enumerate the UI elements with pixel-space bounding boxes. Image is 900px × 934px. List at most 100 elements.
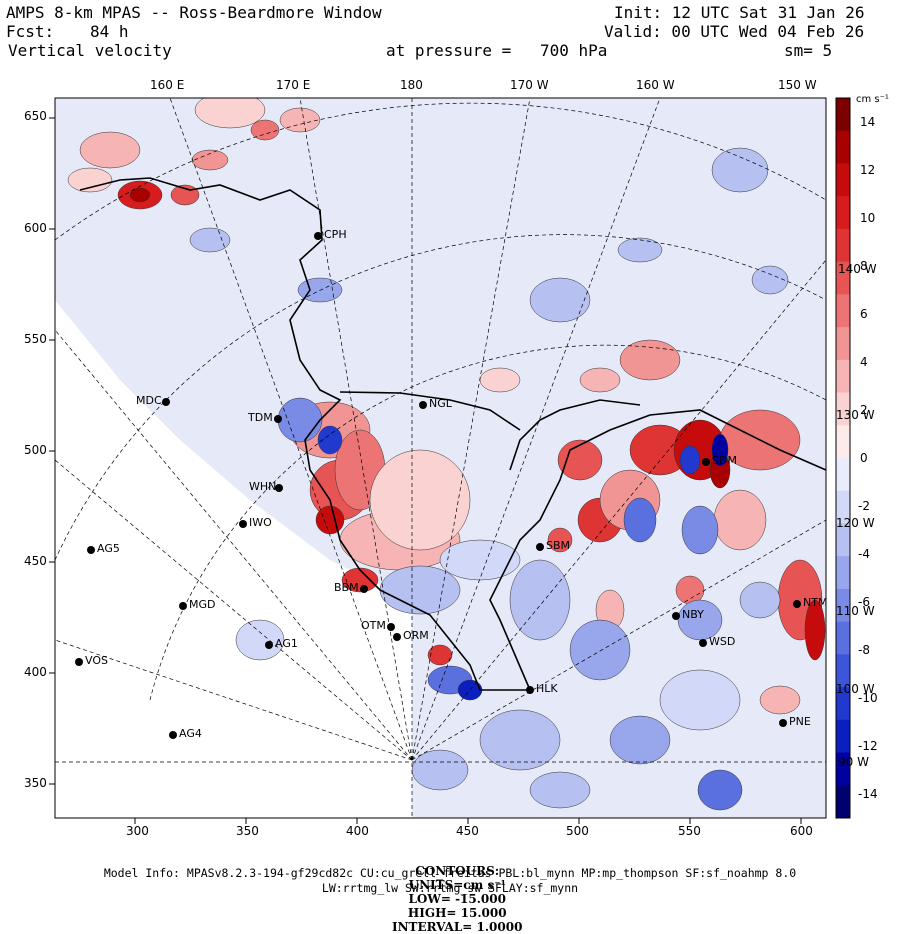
updraft-area [279, 107, 321, 133]
updraft-area [804, 599, 826, 661]
meridian-c [411, 98, 531, 761]
station-dot-mgd [179, 602, 187, 610]
updraft-area [250, 119, 280, 141]
latitude-circle-2 [55, 234, 826, 561]
colorbar-segment [836, 654, 850, 688]
colorbar-tick-label: 4 [860, 355, 868, 369]
station-label-cph: CPH [324, 228, 347, 241]
station-label-ag1: AG1 [275, 637, 298, 650]
x-tick-300: 300 [126, 824, 149, 838]
downdraft-area [379, 565, 461, 615]
y-tick-450: 450 [24, 554, 47, 568]
updraft-area [547, 527, 573, 553]
downdraft-area [739, 581, 781, 619]
downdraft-area [509, 559, 571, 641]
colorbar-tick-label: 8 [860, 259, 868, 273]
y-tick-650: 650 [24, 109, 47, 123]
colorbar [835, 97, 851, 819]
x-tick-500: 500 [566, 824, 589, 838]
downdraft-area [677, 599, 723, 641]
colorbar-tick-label: 6 [860, 307, 868, 321]
downdraft-area [277, 397, 323, 443]
colorbar-border [835, 97, 851, 819]
downdraft-area [679, 445, 701, 475]
station-label-vos: VOS [85, 654, 108, 667]
marie-byrd-coast [489, 409, 826, 691]
y-tick-350: 350 [24, 776, 47, 790]
station-label-tdm: TDM [248, 411, 273, 424]
updraft-area [194, 98, 266, 129]
station-dot-hlk [526, 686, 534, 694]
y-tick-500: 500 [24, 443, 47, 457]
meridian-h [55, 459, 413, 761]
x-tick-550: 550 [678, 824, 701, 838]
station-label-mgd: MGD [189, 598, 216, 611]
colorbar-tick-label: -2 [858, 499, 870, 513]
downdraft-area [697, 769, 743, 811]
vertical-velocity-map [49, 97, 851, 824]
x-tick-350: 350 [236, 824, 259, 838]
colorbar-segment [836, 523, 850, 557]
station-dot-sdm [702, 458, 710, 466]
lon-label-170w: 170 W [510, 78, 549, 92]
colorbar-segment [836, 392, 850, 426]
station-dot-ag1 [265, 641, 273, 649]
forecast-label: Fcst: [6, 22, 55, 41]
latitude-circle-3 [55, 102, 826, 241]
colorbar-segment [836, 458, 850, 492]
downdraft-area [681, 505, 719, 555]
colorbar-segment [836, 163, 850, 197]
station-dot-iwo [239, 520, 247, 528]
axis-tick-marks [49, 117, 802, 824]
downdraft-area [411, 749, 469, 791]
meridian-a [169, 98, 413, 761]
x-tick-400: 400 [346, 824, 369, 838]
downdraft-area [569, 619, 631, 681]
model-info-physics: LW:rrtmg_lw SW:rrtmg_sw SFLAY:sf_mynn [321, 881, 579, 895]
lon-label-170e: 170 E [276, 78, 311, 92]
colorbar-segment [836, 327, 850, 361]
colorbar-segment [836, 294, 850, 328]
station-dot-ntm [793, 600, 801, 608]
colorbar-segment [836, 719, 850, 754]
updraft-area [579, 367, 621, 393]
y-tick-400: 400 [24, 665, 47, 679]
colorbar-tick-label: -12 [858, 739, 878, 753]
lon-label-160e: 160 E [150, 78, 185, 92]
station-dot-ngl [419, 401, 427, 409]
updraft-area [557, 439, 603, 481]
station-dot-sbm [536, 543, 544, 551]
grid-label-110w: 110 W [836, 604, 875, 618]
station-label-ngl: NGL [429, 397, 452, 410]
meridian-f [411, 519, 826, 761]
colorbar-tick-label: -10 [858, 691, 878, 705]
pressure-level: 700 hPa [540, 41, 608, 60]
updraft-area [341, 567, 379, 593]
station-markers [75, 232, 801, 739]
station-label-hlk: HLK [536, 682, 558, 695]
station-label-sdm: SDM [712, 454, 737, 467]
downdraft-area [479, 709, 561, 771]
lon-label-150w: 150 W [778, 78, 817, 92]
colorbar-tick-label: -14 [858, 787, 878, 801]
colorbar-segment [836, 130, 850, 164]
map-frame-content [55, 98, 826, 818]
downdraft-area [751, 265, 789, 295]
downdraft-area [529, 277, 591, 323]
station-dot-vos [75, 658, 83, 666]
colorbar-segment [836, 687, 850, 721]
updraft-area [129, 187, 151, 203]
init-time: Init: 12 UTC Sat 31 Jan 26 [614, 3, 865, 22]
downdraft-area [529, 771, 591, 809]
meridian-e [411, 259, 826, 761]
transantarctic-coast [79, 177, 530, 691]
grid-label-120w: 120 W [836, 516, 875, 530]
station-dot-nby [672, 612, 680, 620]
colorbar-tick-label: 14 [860, 115, 876, 129]
contours-label: CONTOURS: [415, 864, 500, 878]
colorbar-segment [836, 785, 850, 819]
station-dot-otm [387, 623, 395, 631]
station-label-sbm: SBM [546, 539, 571, 552]
colorbar-tick-label: 10 [860, 211, 876, 225]
colorbar-tick-label: 0 [860, 451, 868, 465]
